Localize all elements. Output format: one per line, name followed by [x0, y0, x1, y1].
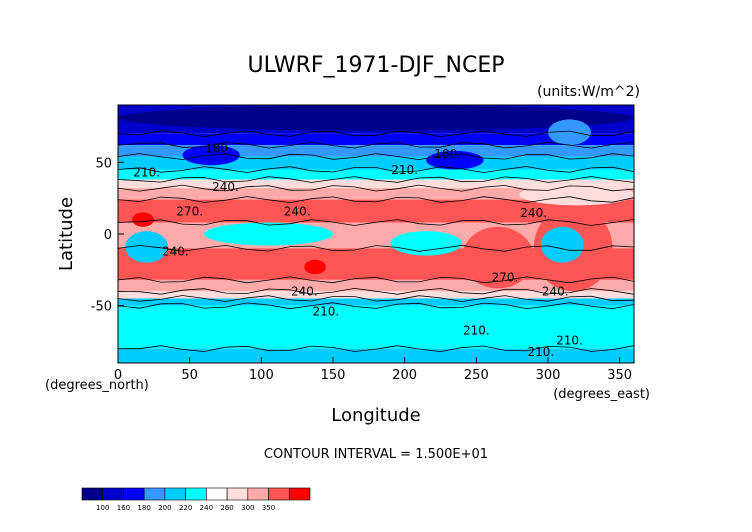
- field-band-13: [118, 305, 634, 349]
- x-tick-label-2: 100: [249, 368, 274, 383]
- contour-label-13: 210.: [463, 323, 490, 337]
- contour-line-6: [118, 184, 634, 192]
- colorbar-label-8: 350: [262, 504, 275, 512]
- x-tick-label-4: 200: [392, 368, 417, 383]
- field-patch-7: [118, 105, 634, 131]
- field-patch-11: [132, 212, 154, 227]
- colorbar-swatch-7: [226, 487, 249, 501]
- plot-area: 180. 180.210. 210.240.240.270. 240.240.270.…: [118, 105, 634, 363]
- contour-line-8: [118, 219, 634, 226]
- colorbar: 100 160 180 200 220 240 260 300 350: [81, 487, 311, 512]
- field-patch-5: [540, 226, 584, 263]
- y-unit-label: (degrees_north): [45, 378, 149, 393]
- field-band-10: [118, 279, 634, 292]
- y-tick-label-0: -50: [91, 300, 112, 315]
- colorbar-label-1: 160: [117, 504, 130, 512]
- colorbar-swatch-1: [102, 487, 124, 501]
- colorbar-label-7: 300: [241, 504, 254, 512]
- colorbar-label-6: 260: [220, 504, 233, 512]
- contour-line-13: [118, 302, 634, 310]
- contour-label-4: 240.: [212, 180, 239, 194]
- field-patch-4: [390, 231, 462, 256]
- field-band-3: [118, 156, 634, 170]
- x-axis: 0 50 100 150 200 250 300 350: [114, 357, 632, 383]
- contour-line-10: [118, 276, 634, 284]
- colorbar-swatch-2: [123, 487, 145, 501]
- contour-label-10: 240.: [291, 285, 318, 299]
- contour-label-11: 240.: [542, 285, 569, 299]
- field-band-6: [118, 188, 634, 200]
- contour-line-3: [118, 153, 634, 161]
- colorbar-swatch-6: [206, 487, 228, 501]
- x-tick-label-0: 0: [114, 368, 122, 383]
- x-tick-label-3: 150: [321, 368, 346, 383]
- y-tick-label-1: 0: [104, 228, 112, 243]
- contour-label-9: 270.: [492, 270, 519, 284]
- field-band-2: [118, 145, 634, 157]
- y-axis: -50 0 50: [91, 156, 124, 315]
- field-patch-12: [304, 259, 326, 275]
- x-tick-label-6: 300: [536, 368, 561, 383]
- contour-line-1: [118, 130, 634, 138]
- field-patch-10: [548, 119, 591, 146]
- contour-line-11: [118, 287, 634, 295]
- contour-label-6: 270.: [176, 204, 203, 218]
- contour-label-15: 210.: [527, 345, 554, 359]
- field-band-11: [118, 291, 634, 299]
- field-layer: 180. 180.210. 210.240.240.270. 240.240.270.…: [118, 105, 634, 363]
- colorbar-swatch-3: [143, 487, 166, 501]
- contour-label-12: 210.: [312, 305, 339, 319]
- units-label: (units:W/m^2): [537, 84, 640, 100]
- contour-label-7: 240.: [520, 206, 547, 220]
- colorbar-swatch-5: [185, 487, 207, 501]
- colorbar-swatch-9: [268, 487, 290, 501]
- field-band-4: [118, 169, 634, 180]
- contour-line-5: [118, 176, 634, 183]
- colorbar-label-3: 200: [158, 504, 171, 512]
- x-axis-title: Longitude: [331, 405, 421, 426]
- x-tick-label-7: 350: [607, 368, 632, 383]
- field-patch-3: [204, 222, 333, 246]
- contour-line-7: [118, 196, 634, 204]
- field-band-7: [118, 199, 634, 223]
- contour-label-0: 180.: [205, 141, 232, 155]
- colorbar-label-4: 220: [179, 504, 192, 512]
- colorbar-label-2: 180: [137, 504, 150, 512]
- y-tick-label-2: 50: [95, 156, 112, 171]
- contour-label-3: 210.: [391, 163, 418, 177]
- x-tick-label-1: 50: [181, 368, 198, 383]
- field-patch-6: [519, 183, 634, 206]
- field-band-5: [118, 179, 634, 189]
- field-patch-2: [125, 231, 169, 263]
- colorbar-label-5: 240: [200, 504, 213, 512]
- colorbar-swatch-4: [164, 487, 186, 501]
- contour-label-5: 240.: [284, 204, 311, 218]
- x-unit-label: (degrees_east): [553, 387, 650, 402]
- colorbar-swatch-10: [288, 487, 311, 501]
- contour-label-2: 210.: [133, 166, 160, 180]
- contour-line-9: [118, 244, 634, 252]
- field-band-14: [118, 348, 634, 363]
- contour-line-2: [118, 141, 634, 149]
- field-band-1: [118, 133, 634, 146]
- contour-label-14: 210.: [556, 333, 583, 347]
- contour-line-4: [118, 166, 634, 173]
- contour-line-14: [118, 345, 634, 353]
- field-patch-1: [462, 226, 534, 289]
- contour-label-8: 240.: [162, 245, 189, 259]
- field-band-12: [118, 298, 634, 306]
- colorbar-swatch-0: [81, 487, 104, 501]
- colorbar-swatch-8: [247, 487, 269, 501]
- x-tick-label-5: 250: [464, 368, 489, 383]
- contour-label-1: 180.: [434, 147, 461, 161]
- chart-title: ULWRF_1971-DJF_NCEP: [247, 53, 504, 78]
- y-axis-title: Latitude: [56, 197, 77, 271]
- colorbar-label-0: 100: [96, 504, 109, 512]
- contour-interval-text: CONTOUR INTERVAL = 1.500E+01: [264, 447, 488, 462]
- contour-line-12: [118, 295, 634, 302]
